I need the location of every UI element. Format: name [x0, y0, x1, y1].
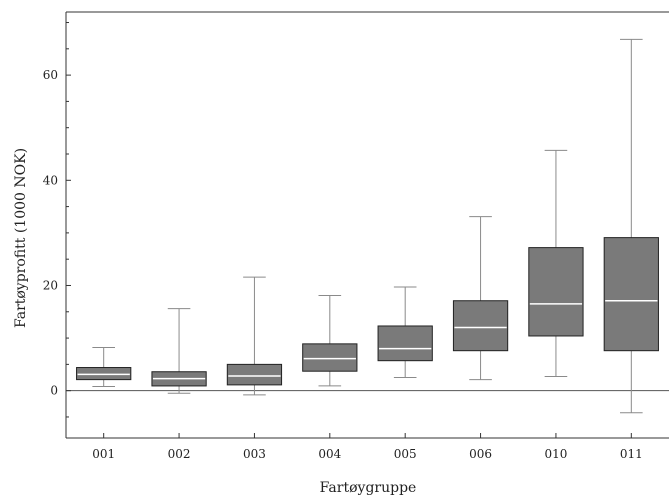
x-tick-label-010: 010 — [544, 447, 567, 461]
x-tick-label-011: 011 — [620, 447, 643, 461]
x-tick-label-002: 002 — [168, 447, 191, 461]
x-axis-ticks: 001 002 003 004 005 006 010 011 — [92, 433, 643, 461]
x-axis-label: Fartøygruppe — [320, 480, 417, 496]
x-tick-label-006: 006 — [469, 447, 492, 461]
plot-frame — [65, 11, 669, 439]
x-tick-label-001: 001 — [92, 447, 115, 461]
x-tick-label-003: 003 — [243, 447, 266, 461]
box-011 — [603, 38, 659, 414]
box-006 — [452, 216, 509, 381]
iqr-box-010 — [528, 247, 584, 337]
iqr-box-001 — [76, 367, 132, 381]
x-tick-label-004: 004 — [318, 447, 341, 461]
box-001 — [76, 347, 132, 387]
y-axis-label: Fartøyprofitt (1000 NOK) — [13, 148, 29, 328]
iqr-box-003 — [226, 363, 283, 386]
iqr-box-011 — [603, 237, 659, 352]
y-tick-label-60: 60 — [43, 68, 58, 82]
box-010 — [528, 149, 584, 377]
y-tick-label-40: 40 — [43, 173, 58, 187]
y-tick-label-20: 20 — [43, 278, 58, 292]
iqr-box-006 — [452, 300, 509, 352]
box-005 — [377, 286, 433, 379]
iqr-box-004 — [302, 343, 358, 372]
y-tick-label-0: 0 — [50, 384, 58, 398]
box-002 — [151, 308, 207, 394]
x-tick-label-005: 005 — [394, 447, 417, 461]
boxes-layer — [76, 38, 659, 414]
y-axis-ticks: 0 20 40 60 — [43, 22, 71, 418]
box-003 — [226, 276, 283, 396]
box-004 — [302, 294, 358, 387]
iqr-box-005 — [377, 325, 433, 362]
